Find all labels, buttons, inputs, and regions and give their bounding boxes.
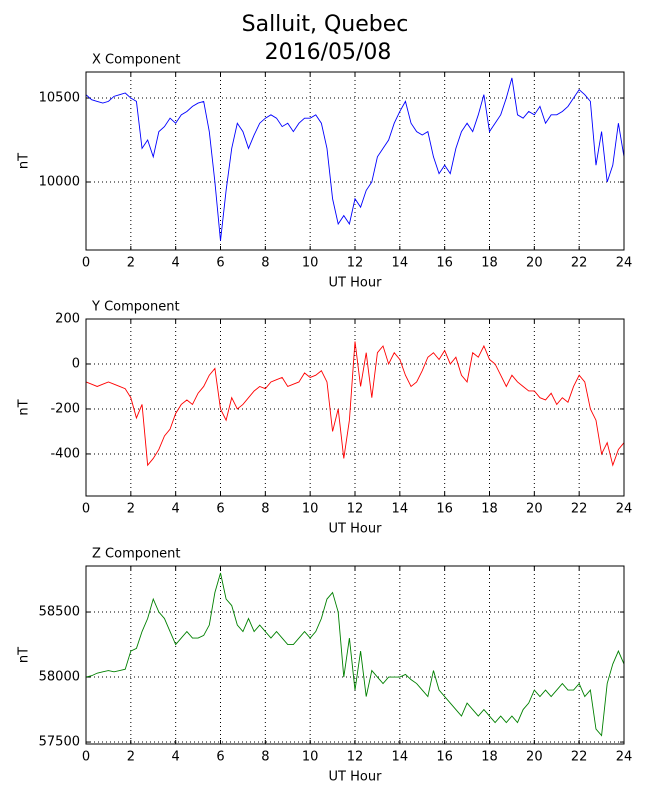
x-tick-label: 22 [571,256,588,271]
plot-frame [85,565,625,745]
x-axis-label: UT Hour [329,522,383,537]
x-tick-label: 4 [172,256,180,271]
x-tick-label: 6 [216,750,224,765]
y-tick-label: 0 [72,356,80,371]
x-tick-label: 2 [127,256,135,271]
plot-frame [85,318,625,497]
y-axis-label: nT [17,399,32,415]
y-tick-label: 200 [55,312,80,327]
x-tick-label: 12 [347,256,364,271]
x-tick-label: 20 [526,502,543,517]
y-tick-label: -400 [50,446,80,461]
x-tick-label: 8 [261,256,269,271]
y-tick-label: 57500 [39,735,80,750]
figure-subtitle: 2016/05/08 [265,40,392,65]
x-tick-label: 22 [571,502,588,517]
y-tick-label: 10000 [39,174,80,189]
x-tick-label: 12 [347,750,364,765]
y-tick-label: -200 [50,401,80,416]
y-axis-label: nT [17,153,32,169]
x-tick-label: 18 [481,256,498,271]
x-tick-label: 20 [526,750,543,765]
x-tick-label: 6 [216,502,224,517]
x-tick-label: 10 [302,256,319,271]
data-line [85,341,625,467]
data-line [85,77,625,241]
x-tick-label: 0 [82,502,90,517]
x-axis-label: UT Hour [329,770,383,785]
x-tick-label: 20 [526,256,543,271]
x-tick-label: 12 [347,502,364,517]
x-tick-label: 2 [127,750,135,765]
y-tick-label: 58500 [39,605,80,620]
x-tick-label: 16 [436,502,453,517]
x-tick-label: 16 [436,750,453,765]
x-tick-label: 24 [616,750,633,765]
x-tick-label: 4 [172,750,180,765]
x-tick-label: 14 [392,750,409,765]
x-tick-label: 0 [82,256,90,271]
x-tick-label: 24 [616,256,633,271]
panel-title: X Component [92,53,181,68]
y-tick-label: 10500 [39,91,80,106]
x-tick-label: 24 [616,502,633,517]
x-tick-label: 10 [302,750,319,765]
x-tick-label: 18 [481,750,498,765]
x-tick-label: 22 [571,750,588,765]
x-tick-label: 10 [302,502,319,517]
y-axis-label: nT [17,647,32,663]
figure-title: Salluit, Quebec [242,12,409,37]
x-tick-label: 18 [481,502,498,517]
x-tick-label: 14 [392,502,409,517]
panel-title: Y Component [91,300,180,315]
x-tick-label: 8 [261,502,269,517]
plot-frame [85,71,625,251]
x-tick-label: 4 [172,502,180,517]
x-tick-label: 16 [436,256,453,271]
x-tick-label: 14 [392,256,409,271]
x-tick-label: 6 [216,256,224,271]
panel-title: Z Component [92,547,181,562]
x-axis-label: UT Hour [329,276,383,291]
x-tick-label: 8 [261,750,269,765]
x-tick-label: 0 [82,750,90,765]
x-tick-label: 2 [127,502,135,517]
data-line [85,572,625,737]
y-tick-label: 58000 [39,670,80,685]
